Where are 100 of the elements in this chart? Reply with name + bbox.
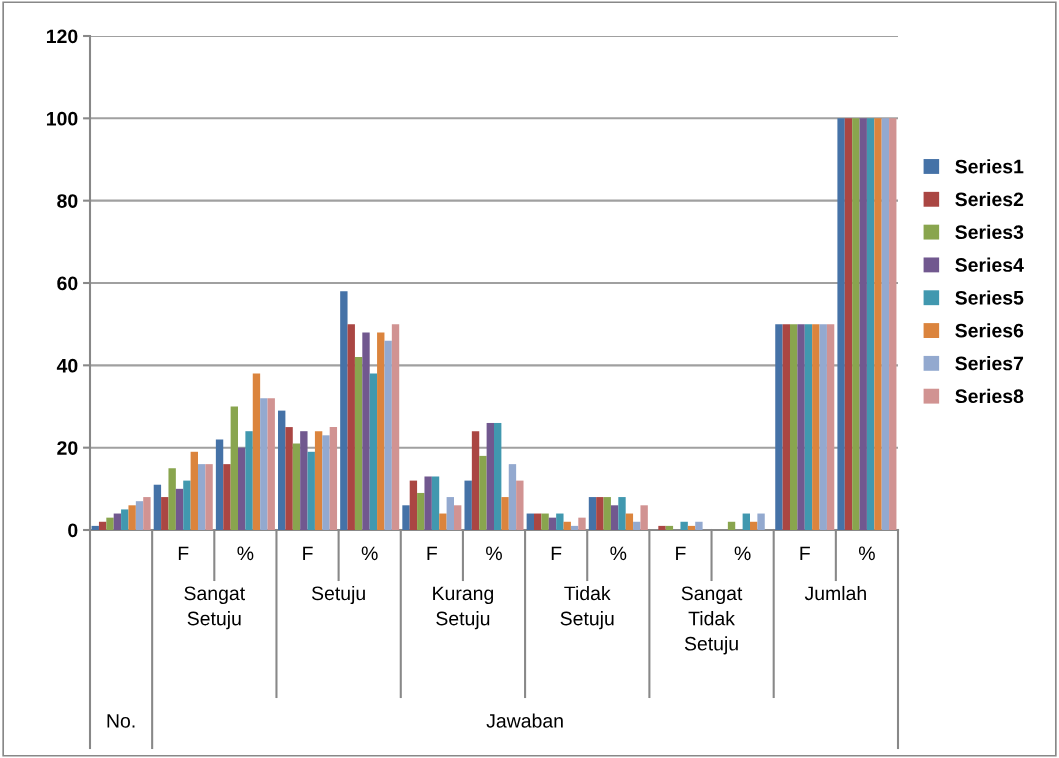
bar	[695, 521, 703, 530]
bar	[588, 497, 597, 530]
text: Tidak Setuju	[560, 585, 614, 630]
bar	[471, 431, 480, 530]
bar	[453, 505, 462, 530]
y-tick-label: 120	[46, 29, 78, 44]
bar	[578, 517, 586, 530]
bar	[757, 513, 765, 530]
bar	[347, 324, 355, 530]
bar	[230, 406, 238, 530]
bar	[508, 464, 517, 530]
x-tick-label: F	[800, 546, 810, 561]
bar	[369, 373, 378, 530]
x-tick-label: F	[303, 546, 313, 561]
bar	[183, 480, 191, 530]
bar	[563, 521, 571, 530]
text: Setuju	[311, 585, 365, 605]
bar	[790, 324, 798, 530]
bar	[322, 435, 330, 530]
bar	[168, 468, 176, 530]
bar	[596, 497, 604, 530]
bar	[665, 525, 674, 530]
bar	[750, 521, 758, 530]
text: Jawaban	[486, 713, 563, 728]
x-tick-label: F	[427, 546, 438, 561]
y-tick-label: 60	[57, 276, 78, 291]
bar	[205, 464, 213, 530]
x-tick-label: F	[551, 546, 562, 561]
bar	[837, 118, 845, 530]
legend-label: Series4	[955, 257, 1024, 272]
bar	[354, 357, 363, 530]
bar	[859, 118, 867, 530]
legend-label: Series7	[955, 356, 1024, 371]
x-tick-label: %	[734, 546, 751, 561]
bar	[819, 324, 827, 530]
bar	[464, 480, 472, 530]
bar	[384, 340, 392, 530]
bar	[439, 513, 447, 530]
bar	[417, 492, 425, 530]
bar	[197, 464, 206, 530]
bar	[300, 431, 308, 530]
bar	[362, 332, 370, 530]
x-tick-label: %	[486, 546, 502, 561]
legend-label: Series2	[955, 191, 1024, 207]
bar	[775, 324, 783, 530]
bar	[881, 118, 890, 530]
bar	[812, 324, 820, 530]
bar	[687, 525, 696, 530]
x-tick-label: %	[858, 546, 875, 561]
bar	[153, 484, 162, 530]
bar	[570, 525, 579, 530]
bar	[106, 517, 114, 530]
bar	[285, 427, 293, 530]
bar	[501, 497, 509, 530]
bar	[391, 324, 400, 530]
bar	[292, 443, 301, 530]
bar	[307, 451, 315, 530]
bar	[238, 447, 246, 530]
bar	[402, 505, 410, 530]
bar	[866, 118, 875, 530]
bar	[680, 521, 688, 530]
bar	[215, 439, 224, 530]
bar	[409, 480, 418, 530]
bar	[727, 521, 736, 530]
bar	[190, 451, 198, 530]
text: Jumlah	[804, 585, 866, 601]
y-tick-label: 20	[57, 441, 78, 455]
bar	[556, 513, 564, 530]
bar	[424, 476, 432, 530]
y-tick-label: 80	[57, 194, 78, 208]
x-tick-label: %	[237, 546, 254, 561]
bar	[329, 427, 338, 530]
y-tick-label: 0	[68, 523, 78, 538]
bar	[852, 118, 860, 530]
x-tick-label: %	[610, 546, 627, 561]
bar	[742, 513, 750, 530]
bar	[603, 497, 611, 530]
bar	[526, 513, 535, 530]
bar	[804, 324, 813, 530]
bar	[541, 513, 549, 530]
bar	[260, 398, 268, 530]
x-tick-label: %	[361, 546, 378, 561]
bar	[826, 324, 835, 530]
bar	[98, 521, 107, 530]
bar	[610, 505, 619, 530]
text: Sangat Setuju	[184, 586, 245, 630]
bar	[516, 480, 524, 530]
bar	[340, 291, 348, 530]
bar	[121, 509, 129, 530]
bar	[486, 422, 494, 530]
bar	[175, 488, 184, 530]
bar	[314, 431, 323, 530]
bar	[161, 497, 169, 530]
x-tick-label: F	[178, 546, 189, 561]
bar	[633, 521, 641, 530]
bar	[625, 513, 634, 530]
bar	[91, 525, 99, 530]
bar	[658, 525, 666, 530]
legend-label: Series6	[955, 323, 1024, 338]
bar	[245, 431, 253, 530]
